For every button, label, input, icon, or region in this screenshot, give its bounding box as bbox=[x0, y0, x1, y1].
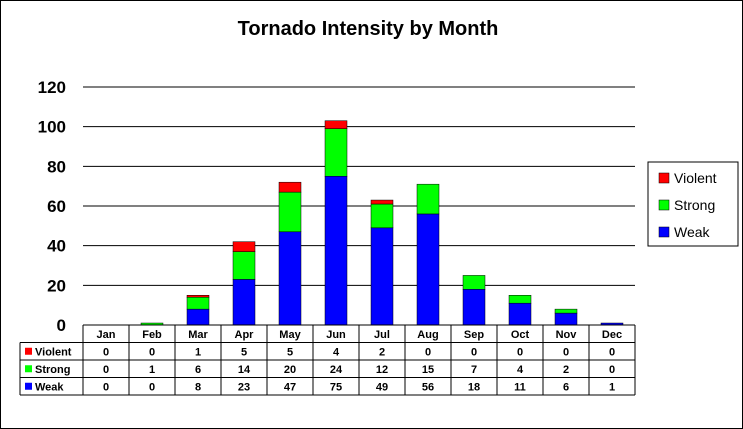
bar-strong-apr bbox=[232, 251, 256, 280]
bar-violent-jul bbox=[370, 199, 394, 205]
table-cell: 14 bbox=[238, 364, 251, 376]
table-cell: 6 bbox=[563, 381, 569, 393]
bar-strong-may bbox=[278, 191, 302, 233]
table-key-violent bbox=[25, 347, 32, 355]
table-key-strong bbox=[25, 365, 32, 373]
table-cell: 18 bbox=[468, 381, 480, 393]
bar-strong-aug bbox=[416, 183, 440, 215]
chart-title: Tornado Intensity by Month bbox=[238, 18, 499, 40]
legend-label: Violent bbox=[674, 170, 717, 186]
data-table: Jan Feb Mar Apr May Jun Jul Aug Sep Oct Nov Dec Viol… bbox=[19, 324, 636, 396]
table-cell: 0 bbox=[471, 346, 477, 358]
legend-label: Strong bbox=[674, 197, 715, 213]
table-cell: 6 bbox=[195, 364, 201, 376]
bars bbox=[140, 120, 624, 326]
table-cell: 4 bbox=[517, 364, 524, 376]
table-key-weak bbox=[25, 382, 32, 390]
table-cell: 0 bbox=[103, 381, 109, 393]
x-tick-label: Mar bbox=[188, 329, 208, 341]
table-cell: 7 bbox=[471, 364, 477, 376]
gridlines bbox=[83, 86, 635, 286]
table-cell: 0 bbox=[425, 346, 431, 358]
x-tick-label: Apr bbox=[235, 329, 255, 341]
bar-weak-mar bbox=[186, 308, 210, 326]
bar-strong-jun bbox=[324, 128, 348, 177]
bar-strong-oct bbox=[508, 295, 532, 304]
table-cell: 47 bbox=[284, 381, 296, 393]
table-cell: 1 bbox=[609, 381, 615, 393]
table-cell: 0 bbox=[103, 364, 109, 376]
x-tick-label: Sep bbox=[464, 329, 484, 341]
bar-strong-jul bbox=[370, 203, 394, 229]
table-cell: 0 bbox=[517, 346, 523, 358]
x-tick-label: Dec bbox=[602, 329, 622, 341]
table-cell: 0 bbox=[609, 364, 615, 376]
table-row-label: Violent bbox=[35, 346, 72, 358]
x-tick-label: Feb bbox=[142, 329, 162, 341]
table-cell: 1 bbox=[195, 346, 201, 358]
legend-swatch-strong bbox=[658, 199, 670, 211]
bar-strong-sep bbox=[462, 275, 486, 290]
table-cell: 2 bbox=[379, 346, 385, 358]
table-cell: 12 bbox=[376, 364, 388, 376]
table-cell: 11 bbox=[514, 381, 526, 393]
table-cell: 0 bbox=[563, 346, 569, 358]
bar-weak-sep bbox=[462, 289, 486, 326]
table-cell: 0 bbox=[149, 346, 155, 358]
table-cell: 20 bbox=[284, 364, 296, 376]
bar-weak-aug bbox=[416, 213, 440, 326]
bar-violent-may bbox=[278, 181, 302, 193]
y-axis: 0 20 40 60 80 100 120 bbox=[38, 78, 66, 335]
table-cell: 1 bbox=[149, 364, 155, 376]
table-cell: 23 bbox=[238, 381, 250, 393]
y-tick-label: 60 bbox=[47, 197, 66, 216]
bar-weak-oct bbox=[508, 302, 532, 326]
y-tick-label: 40 bbox=[47, 237, 66, 256]
legend-swatch-violent bbox=[658, 172, 670, 184]
bar-strong-nov bbox=[554, 308, 578, 314]
table-cell: 24 bbox=[330, 364, 343, 376]
table-cell: 2 bbox=[563, 364, 569, 376]
table-cell: 49 bbox=[376, 381, 388, 393]
y-tick-label: 80 bbox=[47, 157, 66, 176]
table-cell: 5 bbox=[241, 346, 247, 358]
bar-weak-jun bbox=[324, 176, 348, 326]
table-cell: 8 bbox=[195, 381, 201, 393]
bar-violent-apr bbox=[232, 241, 256, 252]
table-cell: 0 bbox=[103, 346, 109, 358]
table-cell: 4 bbox=[333, 346, 340, 358]
x-tick-label: Oct bbox=[511, 329, 530, 341]
x-tick-label: Jan bbox=[97, 329, 116, 341]
table-cell: 0 bbox=[609, 346, 615, 358]
table-cell: 56 bbox=[422, 381, 434, 393]
x-tick-label: Jul bbox=[374, 329, 390, 341]
table-row-label: Weak bbox=[35, 381, 64, 393]
x-tick-label: Jun bbox=[326, 329, 346, 341]
bar-weak-jul bbox=[370, 227, 394, 326]
legend-label: Weak bbox=[674, 224, 711, 240]
table-cell: 0 bbox=[149, 381, 155, 393]
x-tick-label: May bbox=[279, 329, 301, 341]
bar-strong-mar bbox=[186, 296, 210, 310]
y-tick-label: 100 bbox=[38, 118, 66, 137]
bar-weak-apr bbox=[232, 279, 256, 326]
x-tick-label: Nov bbox=[556, 329, 578, 341]
table-row-label: Strong bbox=[35, 364, 70, 376]
table-cell: 5 bbox=[287, 346, 293, 358]
x-tick-label: Aug bbox=[417, 329, 438, 341]
y-tick-label: 20 bbox=[47, 276, 66, 295]
bar-weak-nov bbox=[554, 312, 578, 326]
table-cell: 15 bbox=[422, 364, 434, 376]
bar-violent-jun bbox=[324, 120, 348, 129]
bar-violent-mar bbox=[186, 295, 210, 298]
legend-swatch-weak bbox=[658, 226, 670, 238]
bar-weak-may bbox=[278, 231, 302, 326]
y-tick-label: 0 bbox=[57, 316, 66, 335]
legend: Violent Strong Weak bbox=[647, 161, 739, 247]
table-cell: 75 bbox=[330, 381, 342, 393]
y-tick-label: 120 bbox=[38, 78, 66, 97]
